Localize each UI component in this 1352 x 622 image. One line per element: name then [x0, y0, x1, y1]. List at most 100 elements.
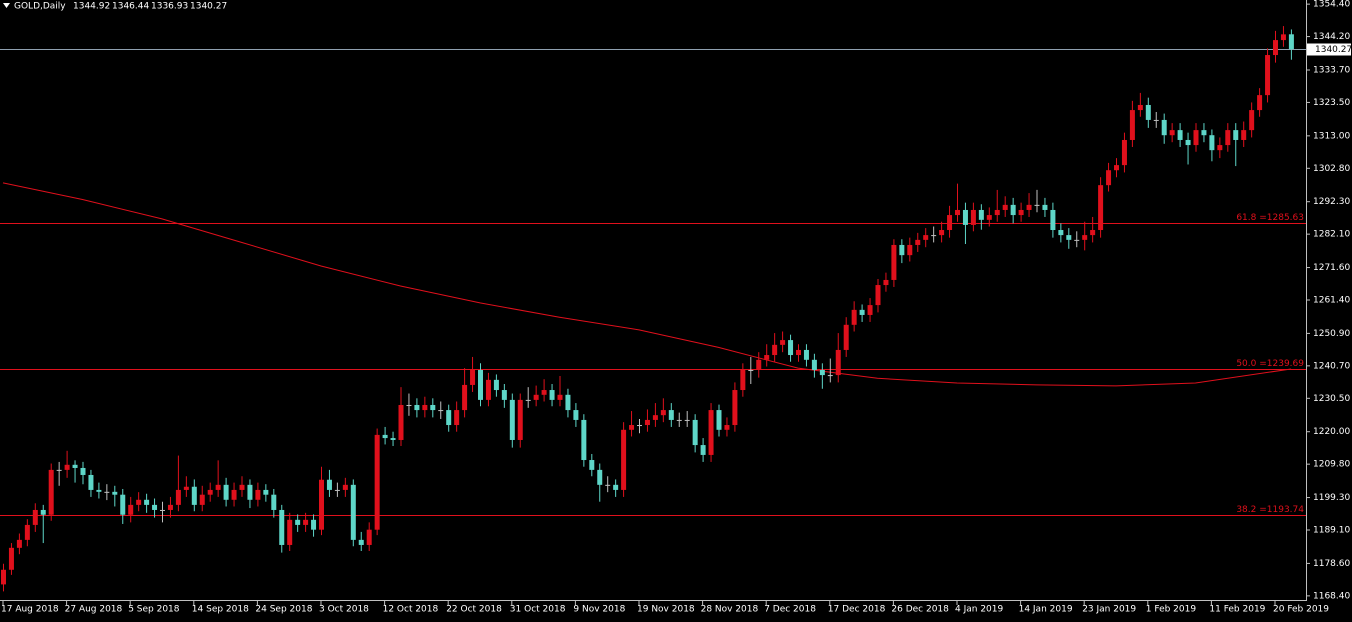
candle-body: [1042, 204, 1048, 210]
y-tick-label: 1189.10: [1313, 526, 1350, 536]
y-tick-label: 1292.30: [1313, 197, 1350, 207]
candle-body: [1233, 130, 1239, 140]
candle-body: [613, 484, 619, 490]
candle-body: [398, 404, 404, 440]
candle-body: [525, 399, 531, 401]
candle-body: [1050, 209, 1056, 231]
candle-body: [851, 309, 857, 325]
candle-body: [1026, 204, 1032, 210]
candle-body: [939, 230, 945, 236]
candle-body: [64, 464, 70, 470]
candle-body: [621, 429, 627, 490]
candle-body: [970, 209, 976, 225]
candle-body: [470, 369, 476, 385]
bid-label: 1340.27: [1315, 45, 1352, 55]
y-tick-label: 1230.50: [1313, 394, 1350, 404]
candle-body: [859, 309, 865, 315]
candle-body: [493, 379, 499, 391]
y-tick-label: 1240.70: [1313, 361, 1350, 371]
y-tick-label: 1271.60: [1313, 263, 1350, 273]
candle-body: [1249, 110, 1255, 131]
candle-body: [144, 499, 150, 505]
y-tick-label: 1220.00: [1313, 427, 1350, 437]
candle-body: [167, 504, 173, 510]
candle-body: [843, 324, 849, 350]
candle-body: [1273, 40, 1278, 56]
x-tick-label: 31 Oct 2018: [510, 605, 566, 615]
candle-body: [1137, 104, 1143, 111]
fib-label: 61.8 =1285.63: [1236, 213, 1304, 223]
candle-body: [350, 484, 356, 540]
candle-body: [199, 494, 205, 505]
candle-body: [279, 509, 285, 545]
y-tick-label: 1199.30: [1313, 493, 1350, 503]
candle-body: [676, 419, 682, 421]
candle-body: [334, 489, 340, 491]
candle-body: [1121, 139, 1127, 166]
candle-body: [764, 355, 770, 360]
candle-body: [1257, 95, 1263, 111]
candle-body: [1002, 204, 1008, 210]
y-tick-label: 1178.60: [1313, 559, 1350, 569]
candle-body: [120, 494, 126, 515]
candle-body: [557, 394, 563, 400]
candle-body: [311, 519, 317, 530]
candle-body: [947, 215, 953, 231]
candle-body: [1018, 209, 1024, 216]
candle-body: [835, 349, 841, 376]
y-tick-label: 1302.80: [1313, 164, 1350, 174]
candle-body: [581, 419, 587, 461]
candle-body: [255, 489, 261, 500]
candle-body: [1114, 165, 1119, 171]
x-tick-label: 3 Oct 2018: [319, 605, 369, 615]
candle-body: [1106, 170, 1112, 186]
candle-body: [565, 394, 571, 411]
x-tick-label: 4 Jan 2019: [955, 605, 1003, 615]
candle-body: [803, 349, 809, 360]
candle-body: [342, 484, 348, 490]
y-tick-label: 1209.80: [1313, 460, 1350, 470]
candle-body: [8, 547, 14, 570]
candle-body: [875, 285, 881, 306]
candle-body: [1010, 204, 1016, 216]
candle-body: [597, 469, 603, 485]
candle-body: [438, 410, 444, 412]
candle-body: [1201, 130, 1207, 136]
candle-body: [907, 244, 913, 256]
candle-body: [708, 410, 714, 455]
header: GOLD,Daily 1344.92 1346.44 1336.93 1340.…: [14, 2, 227, 12]
candle-body: [478, 369, 483, 400]
candle-body: [644, 419, 650, 426]
candle-body: [986, 215, 992, 220]
candle-body: [732, 390, 738, 426]
candle-body: [40, 509, 46, 515]
x-tick-label: 17 Dec 2018: [828, 605, 886, 615]
candle-body: [962, 209, 968, 225]
candle-body: [446, 410, 452, 426]
candle-body: [215, 484, 221, 490]
y-tick-label: 1282.10: [1313, 230, 1350, 240]
candle-body: [16, 539, 22, 548]
candle-body: [1, 569, 6, 585]
bid-label-box: [1307, 43, 1351, 56]
candle-body: [1280, 34, 1286, 41]
candle-body: [183, 486, 189, 490]
candle-body: [883, 279, 889, 286]
candle-body: [1161, 119, 1167, 136]
candle-body: [32, 509, 38, 525]
candle-body: [780, 340, 786, 345]
candle-body: [326, 479, 332, 490]
y-tick-label: 1354.40: [1313, 0, 1350, 10]
candle-body: [772, 344, 778, 356]
candle-body: [811, 359, 817, 370]
candle-body: [72, 464, 78, 468]
candle-body: [994, 209, 1000, 216]
candle-body: [231, 489, 237, 500]
candle-body: [319, 479, 324, 530]
x-tick-label: 5 Sep 2018: [128, 605, 180, 615]
candle-body: [48, 469, 54, 515]
candle-body: [263, 489, 269, 495]
candle-body: [931, 235, 937, 237]
x-tick-label: 24 Sep 2018: [255, 605, 312, 615]
menu-arrow[interactable]: [3, 3, 10, 8]
